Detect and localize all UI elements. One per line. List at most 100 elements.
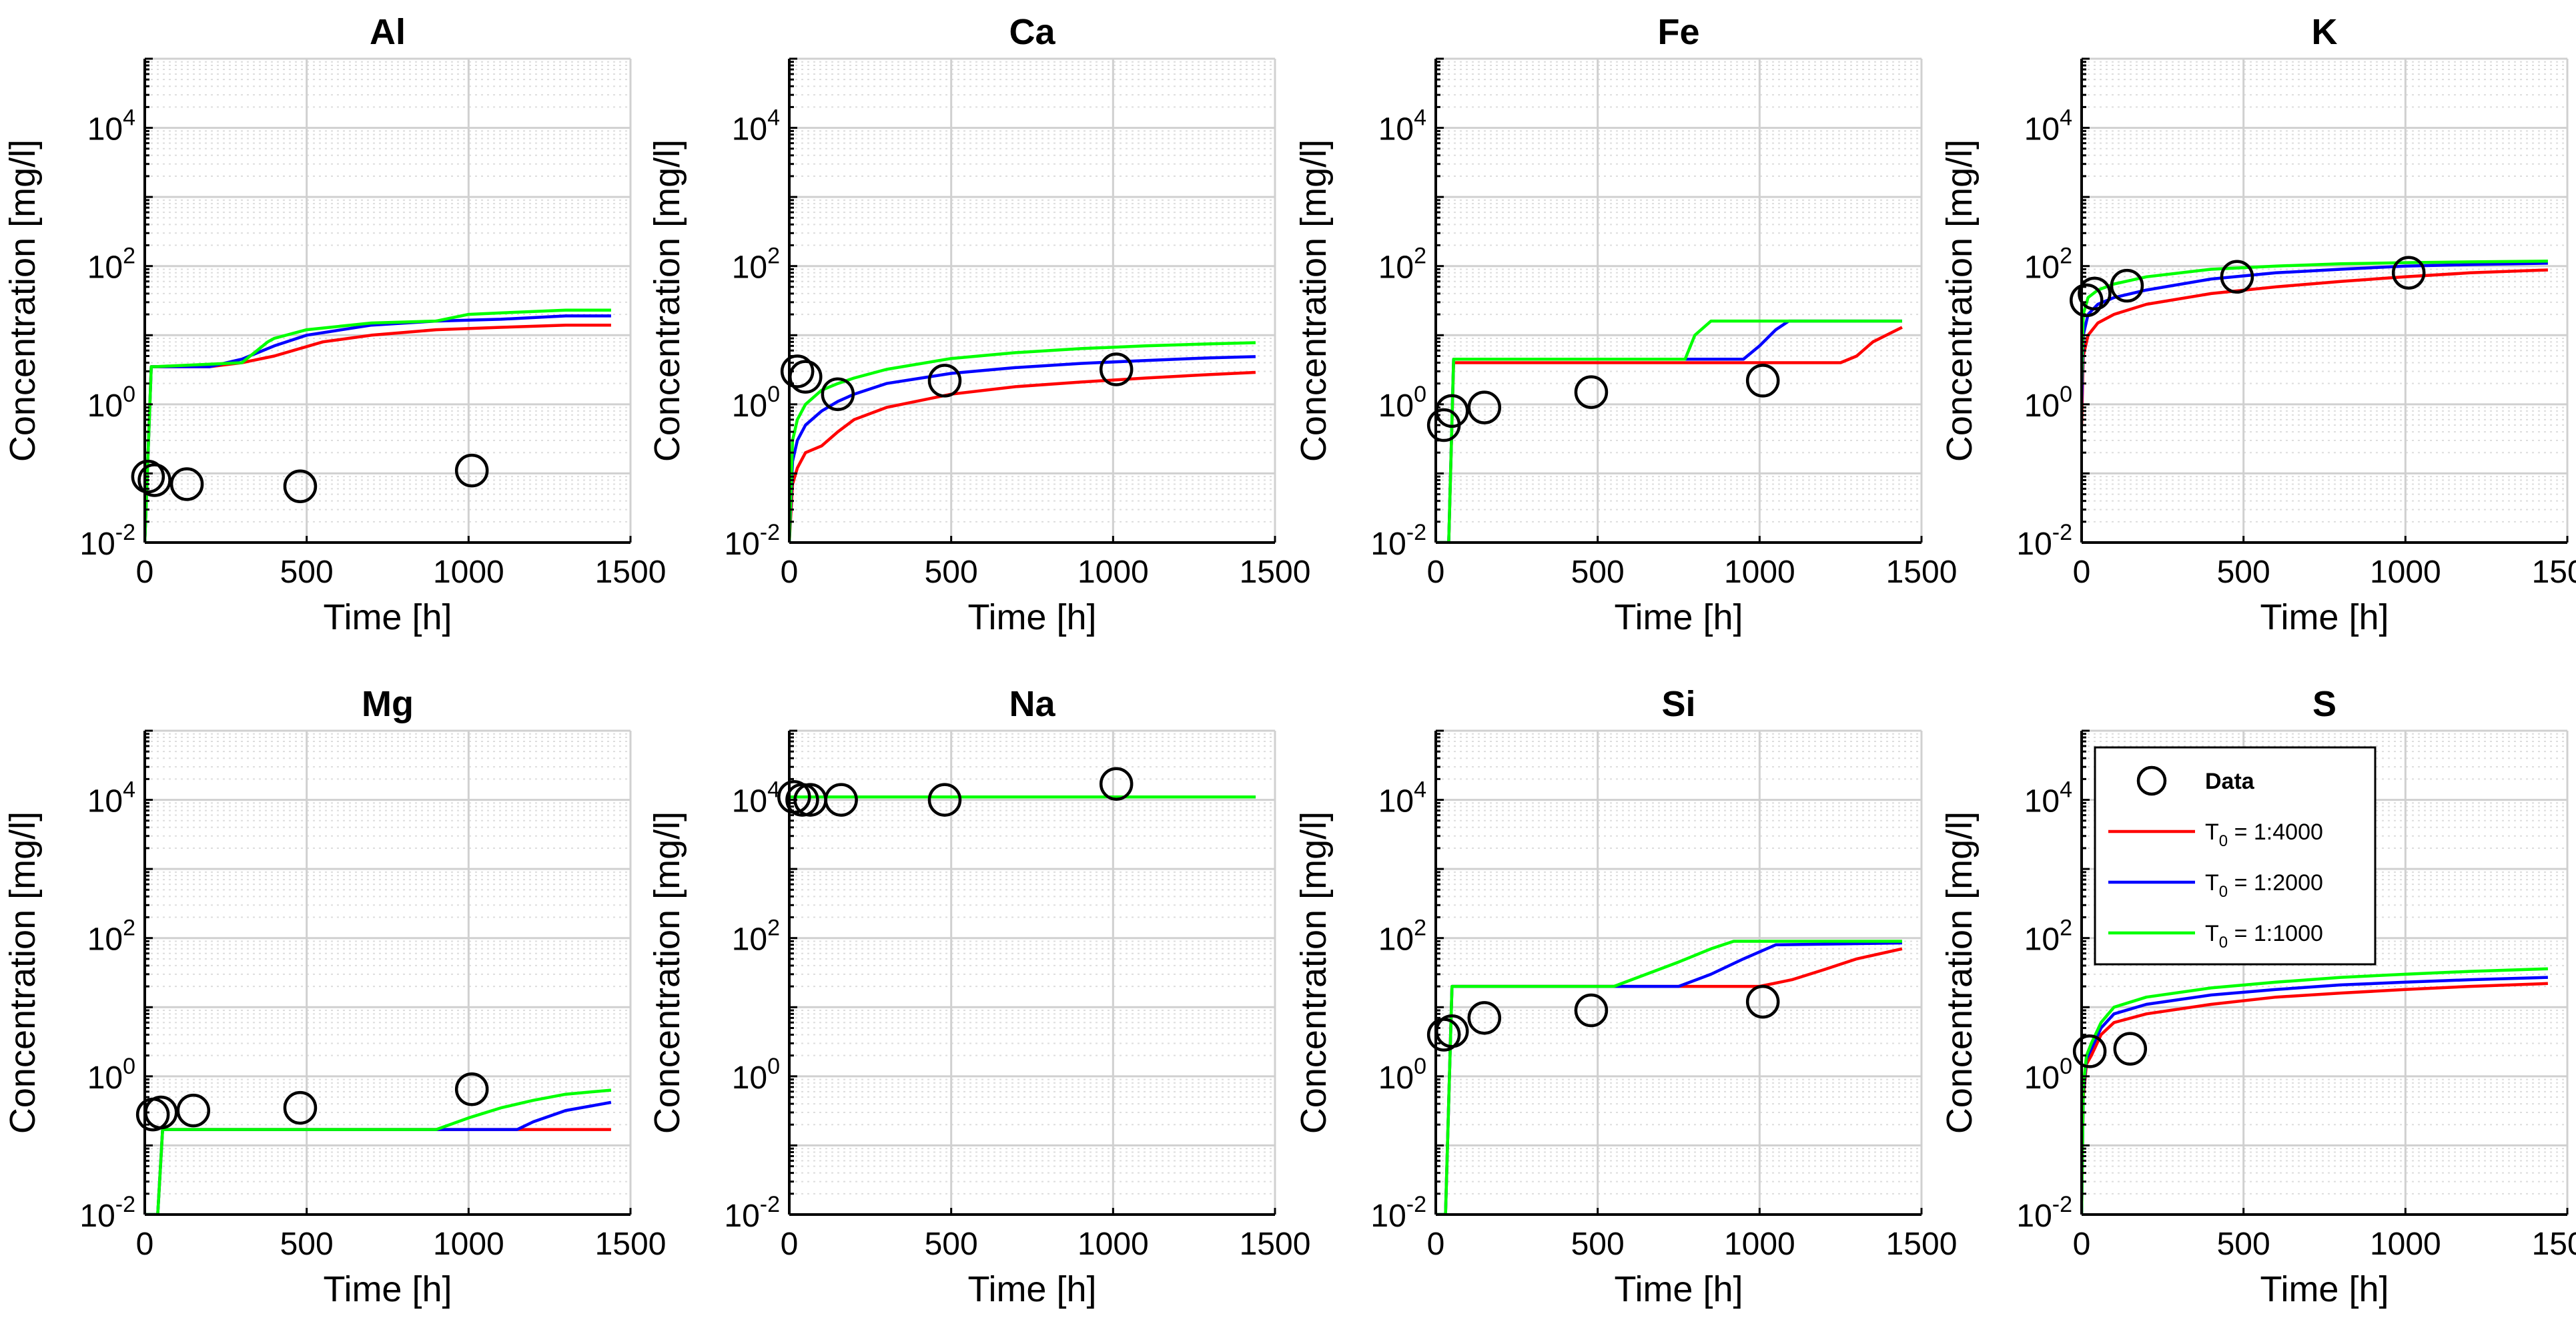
data-point xyxy=(789,360,823,394)
panel-title: S xyxy=(2312,684,2336,724)
y-tick-base: 10 xyxy=(2016,1199,2052,1234)
y-tick-label: 102 xyxy=(732,916,780,958)
y-tick-exponent: 0 xyxy=(1414,1054,1426,1079)
y-tick-exponent: 2 xyxy=(123,244,135,269)
y-tick-label: 10-2 xyxy=(2016,1192,2072,1234)
x-tick-label: 500 xyxy=(280,555,334,590)
y-tick-exponent: 2 xyxy=(2060,916,2072,941)
data-point xyxy=(824,783,858,817)
x-tick-label: 500 xyxy=(1571,1227,1625,1262)
y-tick-base: 10 xyxy=(87,112,123,147)
x-axis-label: Time [h] xyxy=(967,597,1096,637)
series-line-00ff00 xyxy=(789,341,1256,543)
data-point xyxy=(131,459,165,494)
y-tick-label: 10-2 xyxy=(79,1192,135,1234)
y-tick-base: 10 xyxy=(1378,112,1414,147)
data-point xyxy=(927,783,962,817)
data-point xyxy=(1574,375,1609,409)
x-tick-label: 1000 xyxy=(2370,555,2441,590)
y-tick-label: 100 xyxy=(2024,382,2072,424)
y-tick-exponent: 4 xyxy=(767,105,780,131)
data-point xyxy=(1099,767,1134,801)
x-tick-label: 1000 xyxy=(1724,555,1795,590)
y-tick-base: 10 xyxy=(2016,527,2052,562)
x-tick-label: 500 xyxy=(925,1227,978,1262)
y-tick-exponent: -2 xyxy=(2052,520,2072,545)
y-axis-label: Concentration [mg/l] xyxy=(3,139,43,462)
x-axis-label: Time [h] xyxy=(1614,597,1743,637)
y-tick-base: 10 xyxy=(87,922,123,958)
legend-label: T0 = 1:2000 xyxy=(2205,870,2323,901)
legend-label-suffix: = 1:4000 xyxy=(2228,819,2323,845)
x-tick-label: 1500 xyxy=(595,1227,667,1262)
x-tick-label: 1500 xyxy=(1240,1227,1311,1262)
x-axis-label: Time [h] xyxy=(323,1269,452,1309)
legend-label: Data xyxy=(2205,769,2255,794)
y-axis-label: Concentration [mg/l] xyxy=(647,811,687,1134)
series-line-0000ff xyxy=(789,355,1256,543)
y-axis-label: Concentration [mg/l] xyxy=(647,139,687,462)
series-line-0000ff xyxy=(1436,941,1902,1215)
y-tick-label: 102 xyxy=(1378,916,1426,958)
x-tick-label: 1000 xyxy=(1724,1227,1795,1262)
y-tick-base: 10 xyxy=(1378,922,1414,958)
legend-label-subscript: 0 xyxy=(2219,934,2228,952)
y-tick-exponent: -2 xyxy=(2052,1192,2072,1217)
data-point xyxy=(2391,256,2426,290)
y-tick-base: 10 xyxy=(732,1060,767,1096)
y-tick-base: 10 xyxy=(1378,250,1414,286)
y-axis-label: Concentration [mg/l] xyxy=(1940,811,1980,1134)
y-tick-base: 10 xyxy=(87,1060,123,1096)
y-tick-base: 10 xyxy=(87,250,123,286)
series-line-ff0000 xyxy=(1436,326,1903,543)
panel-k: 10-2100102104050010001500KTime [h]Concen… xyxy=(1940,12,2576,637)
data-point xyxy=(283,1090,318,1125)
y-tick-label: 100 xyxy=(87,382,135,424)
x-axis-label: Time [h] xyxy=(323,597,452,637)
x-axis-label: Time [h] xyxy=(967,1269,1096,1309)
y-tick-label: 102 xyxy=(87,244,135,286)
y-tick-base: 10 xyxy=(732,112,767,147)
x-tick-label: 1500 xyxy=(595,555,667,590)
series-lines xyxy=(145,1088,612,1215)
x-tick-label: 1000 xyxy=(2370,1227,2441,1262)
legend-label-suffix: = 1:1000 xyxy=(2228,921,2323,946)
data-point xyxy=(1467,390,1502,424)
data-point xyxy=(2072,1034,2107,1068)
series-lines xyxy=(2082,260,2548,426)
legend-label-subscript: 0 xyxy=(2219,832,2228,850)
y-tick-exponent: 0 xyxy=(767,382,780,407)
series-lines xyxy=(1436,319,1903,543)
x-tick-label: 1500 xyxy=(1240,555,1311,590)
y-tick-exponent: 0 xyxy=(2060,382,2072,407)
x-tick-label: 1500 xyxy=(2532,555,2576,590)
legend-data-marker xyxy=(2136,765,2167,796)
x-axis-label: Time [h] xyxy=(2260,597,2389,637)
y-axis-label: Concentration [mg/l] xyxy=(3,811,43,1134)
y-tick-exponent: -2 xyxy=(760,520,780,545)
y-tick-exponent: 4 xyxy=(2060,777,2072,803)
x-axis-label: Time [h] xyxy=(2260,1269,2389,1309)
y-tick-exponent: 0 xyxy=(767,1054,780,1079)
data-point xyxy=(780,354,815,388)
series-line-ff0000 xyxy=(145,1128,611,1215)
y-tick-label: 10-2 xyxy=(724,1192,780,1234)
series-line-00ff00 xyxy=(1436,940,1902,1215)
series-line-0000ff xyxy=(2082,262,2548,404)
x-tick-label: 0 xyxy=(1427,1227,1445,1262)
y-tick-base: 10 xyxy=(732,922,767,958)
y-tick-label: 100 xyxy=(1378,382,1426,424)
x-tick-label: 1500 xyxy=(2532,1227,2576,1262)
y-tick-label: 104 xyxy=(87,105,135,147)
y-tick-exponent: 2 xyxy=(123,916,135,941)
y-tick-label: 100 xyxy=(2024,1054,2072,1096)
y-tick-exponent: 4 xyxy=(123,105,135,131)
y-tick-label: 100 xyxy=(1378,1054,1426,1096)
data-point xyxy=(1745,364,1780,398)
y-tick-exponent: 4 xyxy=(2060,105,2072,131)
y-axis-label: Concentration [mg/l] xyxy=(1294,139,1334,462)
